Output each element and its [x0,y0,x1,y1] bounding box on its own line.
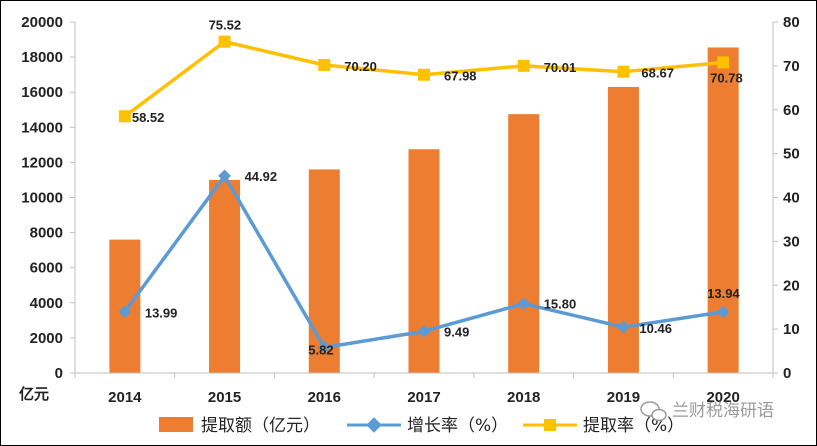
data-label-growth-2019: 10.46 [639,321,672,336]
y-right-tick-label: 30 [783,233,800,250]
data-label-rate-2020: 70.78 [710,70,743,85]
x-tick-label-2015: 2015 [208,389,241,406]
x-tick-label-2019: 2019 [607,389,640,406]
y-left-tick-label: 8000 [30,225,63,242]
point-growth-2017 [417,324,431,338]
point-rate-2020 [717,56,730,69]
data-label-rate-2017: 67.98 [444,69,477,84]
point-rate-2015 [218,35,231,48]
point-growth-2019 [617,320,630,334]
y-right-tick-label: 60 [783,102,800,119]
bar-2017 [408,149,440,373]
y-right-tick-label: 80 [783,14,800,31]
legend-label-rate: 提取率（%） [583,416,684,436]
y-right-tick-label: 0 [783,365,791,382]
y-left-tick-label: 4000 [30,295,63,312]
data-label-rate-2019: 68.67 [641,66,674,81]
x-tick-label-2014: 2014 [108,389,142,406]
data-label-growth-2018: 15.80 [544,297,577,312]
data-label-growth-2017: 9.49 [444,324,469,339]
point-rate-2014 [118,110,131,123]
data-label-growth-2020: 13.94 [707,286,740,301]
data-label-growth-2014: 13.99 [145,306,178,321]
bar-2015 [209,179,241,373]
y-left-tick-label: 20000 [21,14,63,31]
data-label-growth-2016: 5.82 [308,342,333,357]
y-right-tick-label: 40 [783,190,800,207]
labels-layer: 13.99 44.92 5.82 9.49 15.80 10.46 13.94 58.52 75… [132,18,743,358]
data-label-rate-2018: 70.01 [544,60,577,75]
y-left-tick-label: 10000 [21,190,63,207]
y-left-unit-label: 亿元 [19,385,49,403]
legend-swatch-bar [159,417,193,432]
y-left-tick-label: 18000 [21,49,63,66]
watermark: 兰财税海研语 [640,401,774,422]
data-label-growth-2015: 44.92 [245,169,278,184]
point-rate-2016 [318,58,331,71]
axes-layer: 0 2000 4000 6000 8000 10000 12000 14000 16000 180… [21,14,799,406]
lines-layer [118,35,730,354]
point-growth-2016 [317,341,331,354]
point-rate-2019 [617,65,630,78]
y-left-tick-label: 0 [55,365,63,382]
bar-2016 [308,169,340,373]
point-growth-2018 [517,297,531,311]
y-right-tick-label: 50 [783,146,800,163]
data-label-rate-2014: 58.52 [132,110,165,125]
legend-label-bar: 提取额（亿元） [201,416,320,436]
point-growth-2014 [118,305,132,318]
data-label-rate-2015: 75.52 [209,18,242,33]
wechat-icon [640,401,667,422]
point-growth-2015 [218,169,231,183]
x-tick-label-2018: 2018 [507,389,540,406]
y-left-tick-label: 2000 [30,330,63,347]
y-right-tick-label: 10 [783,321,800,338]
point-rate-2018 [517,59,530,72]
y-right-tick-label: 20 [783,277,800,294]
x-tick-label-2016: 2016 [308,389,341,406]
bar-2018 [508,114,540,373]
point-rate-2017 [418,68,430,81]
y-left-tick-label: 6000 [30,260,63,277]
data-label-rate-2016: 70.20 [344,59,377,74]
legend-label-growth: 增长率（%） [407,416,508,436]
watermark-text: 兰财税海研语 [672,401,774,421]
legend: 提取额（亿元） 增长率（%） 提取率（%） [159,416,684,436]
y-right-tick-label: 70 [783,58,800,75]
bar-2020 [707,47,739,373]
point-growth-2020 [716,305,730,319]
y-left-tick-label: 14000 [21,119,63,136]
y-left-tick-label: 12000 [21,154,63,171]
legend-marker-growth [366,417,382,433]
x-tick-label-2017: 2017 [407,389,440,406]
legend-marker-rate [544,419,556,431]
y-left-tick-label: 16000 [21,84,63,101]
x-tick-label-2020: 2020 [706,389,739,406]
bars-layer [109,47,739,373]
